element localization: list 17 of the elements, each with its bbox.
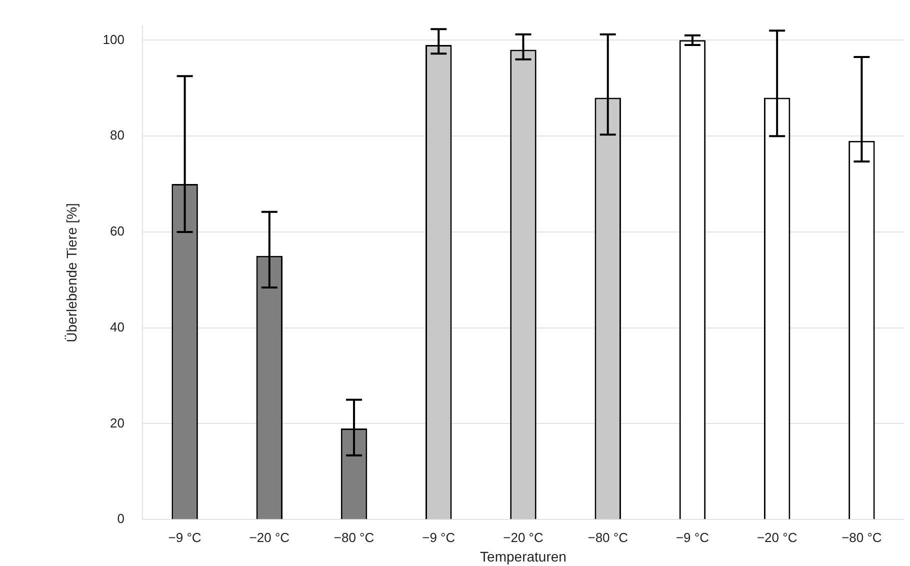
x-tick-label: −80 °C <box>334 530 374 545</box>
x-axis-title: Temperaturen <box>480 548 566 564</box>
y-tick-label: 100 <box>102 32 124 47</box>
y-tick-label: 20 <box>110 415 124 430</box>
y-tick-label: 40 <box>110 319 124 334</box>
x-tick-label: −20 °C <box>503 530 544 545</box>
y-tick-label: 0 <box>117 511 124 526</box>
x-tick-label: −9 °C <box>422 530 456 545</box>
x-tick-label: −9 °C <box>168 530 202 545</box>
x-tick-label: −80 °C <box>842 530 882 545</box>
x-tick-label: −20 °C <box>249 530 290 545</box>
x-tick-label: −20 °C <box>756 530 798 545</box>
x-tick-label: −80 °C <box>588 530 628 545</box>
y-tick-label: 60 <box>110 224 124 239</box>
y-axis-title: Überlebende Tiere [%] <box>63 203 80 342</box>
x-tick-label: −9 °C <box>676 530 709 545</box>
y-tick-label: 80 <box>110 128 124 143</box>
